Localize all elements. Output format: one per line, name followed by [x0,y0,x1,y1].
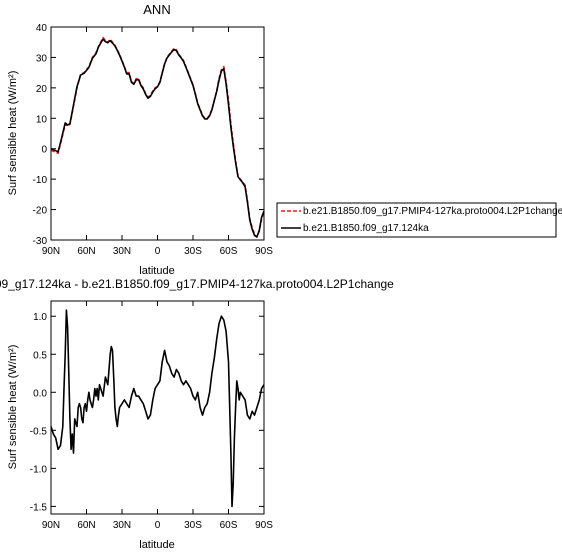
chart-top-xtick-label: 0 [155,246,161,257]
chart-top-xtick-label: 90S [255,246,273,257]
chart-bottom-xtick-label: 30S [184,520,202,531]
chart-top-xtick-label: 90N [42,246,60,257]
chart-bottom-ylabel: Surf sensible heat (W/m²) [7,345,19,470]
chart-bottom-ytick-label: 0.0 [33,388,47,399]
chart-bottom-ticks: -1.5 -1.0 -0.5 0.0 0.5 1.0 90N 60N 30N 0 30S 60S 90S [30,301,273,531]
chart-top-ytick-label: -10 [33,175,48,186]
chart-bottom-xtick-label: 30N [113,520,131,531]
chart-top-ticks: -30 -20 -10 0 10 20 30 40 90N 60N 30N 0 30S 60S 90S [33,23,274,257]
chart-top-xtick-label: 30N [113,246,131,257]
chart-top-series [50,36,265,238]
legend: b.e21.B1850.f09_g17.PMIP4-127ka.proto004… [276,202,562,238]
chart-top-ylabel: Surf sensible heat (W/m²) [7,71,19,196]
chart-bottom-xlabel: latitude [139,539,174,551]
chart-bottom-ytick-label: -1.0 [30,464,48,475]
chart-top-ytick-label: 20 [36,84,48,95]
chart-bottom-xtick-label: 60S [220,520,238,531]
chart-top-ytick-label: 10 [36,114,48,125]
chart-bottom-ytick-label: 1.0 [33,312,47,323]
chart-top-ytick-label: 40 [36,23,48,34]
chart-bottom-ytick-label: -1.5 [30,502,48,513]
chart-top-series-line-1 [50,38,265,238]
legend-label-1: b.e21.B1850.f09_g17.124ka [303,223,429,234]
chart-bottom-series-line-0 [50,309,265,508]
chart-bottom-xtick-label: 0 [155,520,161,531]
chart-top-xtick-label: 60N [77,246,95,257]
chart-top-xtick-label: 60S [220,246,238,257]
chart-top-ytick-label: 30 [36,53,48,64]
chart-top-ytick-label: 0 [41,145,47,156]
chart-top-xtick-label: 30S [184,246,202,257]
chart-bottom: b.e21.B1850.f09_g17.124ka - b.e21.B1850.… [0,277,394,551]
chart-bottom-xtick-label: 90S [255,520,273,531]
chart-top-xlabel: latitude [139,265,174,277]
chart-bottom-xtick-label: 90N [42,520,60,531]
chart-bottom-series [50,309,265,508]
legend-label-0: b.e21.B1850.f09_g17.PMIP4-127ka.proto004… [303,206,562,217]
chart-bottom-title: b.e21.B1850.f09_g17.124ka - b.e21.B1850.… [0,277,394,291]
chart-top-ytick-label: -30 [33,236,48,247]
chart-top: ANN -30 -20 -10 0 10 20 30 40 90N 60N 30N 0 30S 60S 90… [7,2,273,277]
chart-bottom-xtick-label: 60N [77,520,95,531]
legend-box [276,202,557,238]
chart-bottom-ytick-label: -0.5 [30,426,48,437]
chart-top-title: ANN [143,2,170,17]
chart-top-frame [50,26,265,241]
chart-top-ytick-label: -20 [33,206,48,217]
chart-bottom-ytick-label: 0.5 [33,350,47,361]
chart-bottom-frame [50,300,265,515]
